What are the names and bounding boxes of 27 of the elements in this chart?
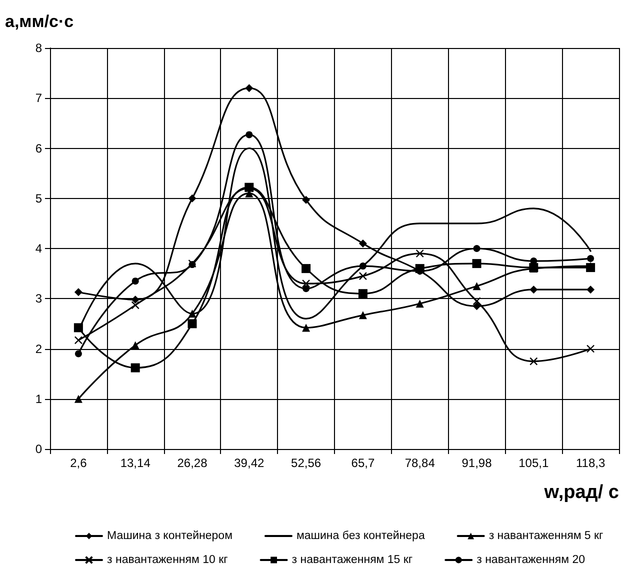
x-tick-label: 65,7: [351, 456, 375, 470]
x-tick-label: 2,6: [70, 456, 88, 470]
y-tick-label: 2: [35, 342, 42, 356]
x-tick-label: 52,56: [291, 456, 322, 470]
y-tick-label: 1: [35, 392, 42, 406]
legend-label: з навантаженням 20: [476, 554, 586, 566]
x-tick-label: 13,14: [120, 456, 151, 470]
y-tick-label: 6: [35, 141, 42, 156]
legend-label: машина без контейнера: [296, 530, 426, 542]
legend-label: з навантаженням 10 кг: [107, 554, 228, 566]
y-tick-label: 0: [35, 442, 42, 456]
y-axis-title: а,мм/с·с: [5, 12, 74, 31]
x-axis-title: w,рад/ с: [543, 482, 620, 503]
x-tick-label: 118,3: [576, 456, 606, 470]
legend-label: Машина з контейнером: [107, 530, 233, 542]
x-tick-label: 39,42: [234, 456, 264, 470]
x-tick-label: 26,28: [177, 456, 208, 470]
legend-label: з навантаженням 5 кг: [488, 530, 604, 542]
legend-label: з навантаженням 15 кг: [292, 554, 413, 566]
x-tick-label: 91,98: [462, 456, 492, 470]
x-tick-label: 105,1: [518, 456, 549, 470]
y-tick-label: 8: [35, 41, 42, 55]
y-tick-label: 3: [35, 292, 42, 306]
y-tick-label: 7: [35, 91, 42, 106]
x-tick-label: 78,84: [404, 456, 436, 470]
y-tick-label: 4: [35, 242, 42, 256]
y-tick-label: 5: [35, 191, 42, 206]
